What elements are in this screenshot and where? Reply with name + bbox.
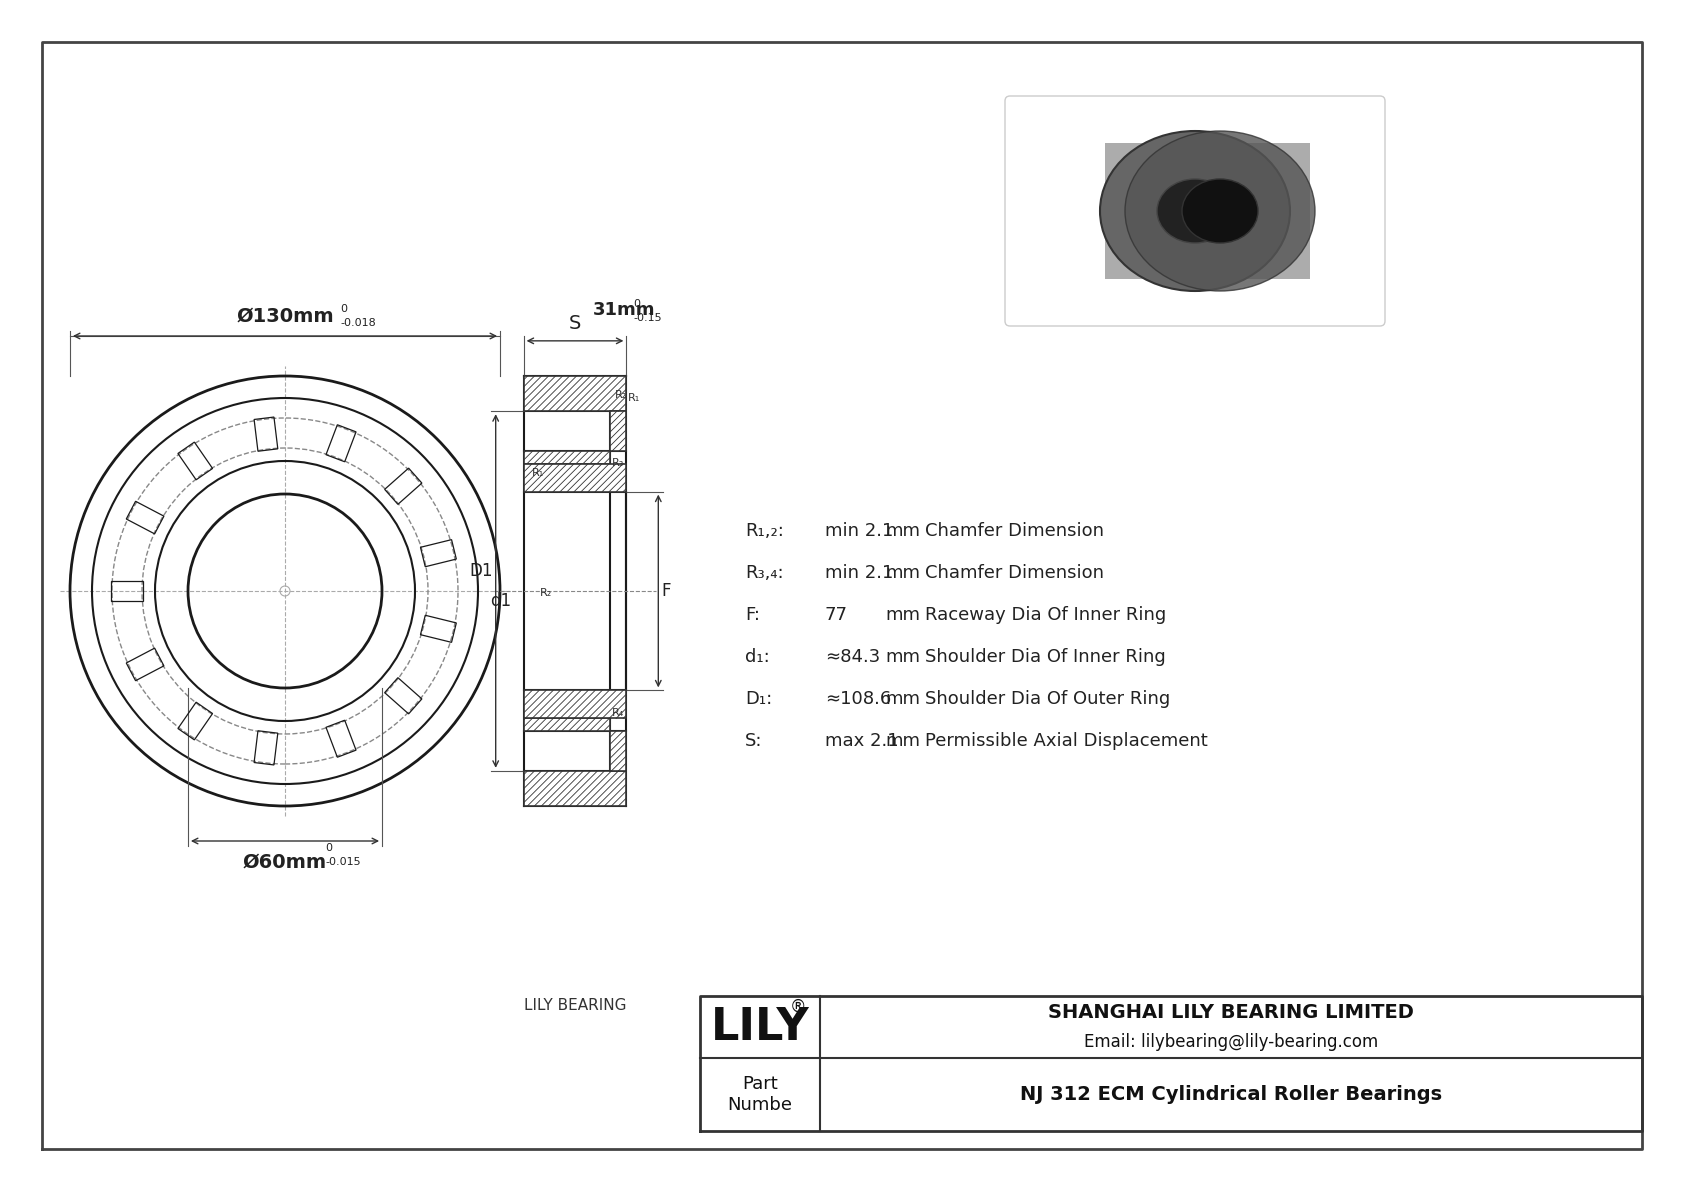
Text: Raceway Dia Of Inner Ring: Raceway Dia Of Inner Ring xyxy=(925,606,1167,624)
Text: -0.15: -0.15 xyxy=(633,313,662,323)
Ellipse shape xyxy=(1125,131,1315,291)
Text: Ø60mm: Ø60mm xyxy=(242,853,327,872)
Text: -0.015: -0.015 xyxy=(325,858,360,867)
Text: ≈108.6: ≈108.6 xyxy=(825,690,891,707)
Text: 0: 0 xyxy=(325,843,332,853)
Ellipse shape xyxy=(1157,179,1233,243)
Text: 0: 0 xyxy=(633,299,640,308)
Text: 31mm: 31mm xyxy=(593,301,655,319)
Text: Shoulder Dia Of Outer Ring: Shoulder Dia Of Outer Ring xyxy=(925,690,1170,707)
Text: -0.018: -0.018 xyxy=(340,318,376,328)
Text: Chamfer Dimension: Chamfer Dimension xyxy=(925,522,1105,540)
Ellipse shape xyxy=(1100,131,1290,291)
Polygon shape xyxy=(524,718,610,730)
Polygon shape xyxy=(524,451,610,463)
Text: ≈84.3: ≈84.3 xyxy=(825,648,881,666)
Text: R₁,₂:: R₁,₂: xyxy=(744,522,783,540)
Ellipse shape xyxy=(1182,179,1258,243)
Text: mm: mm xyxy=(886,648,919,666)
Text: 77: 77 xyxy=(825,606,849,624)
Text: SHANGHAI LILY BEARING LIMITED: SHANGHAI LILY BEARING LIMITED xyxy=(1047,1003,1415,1022)
Text: min 2.1: min 2.1 xyxy=(825,522,894,540)
Text: mm: mm xyxy=(886,690,919,707)
Text: R₂: R₂ xyxy=(615,389,628,400)
Text: R₁: R₁ xyxy=(628,393,640,404)
Text: Shoulder Dia Of Inner Ring: Shoulder Dia Of Inner Ring xyxy=(925,648,1165,666)
Text: D1: D1 xyxy=(470,562,493,580)
Text: mm: mm xyxy=(886,522,919,540)
Text: S:: S: xyxy=(744,732,763,750)
Text: Chamfer Dimension: Chamfer Dimension xyxy=(925,565,1105,582)
Text: LILY BEARING: LILY BEARING xyxy=(524,998,626,1014)
Text: Permissible Axial Displacement: Permissible Axial Displacement xyxy=(925,732,1207,750)
Text: S: S xyxy=(569,314,581,332)
Polygon shape xyxy=(524,691,626,718)
Text: max 2.1: max 2.1 xyxy=(825,732,899,750)
Polygon shape xyxy=(1105,143,1310,279)
Text: R₃: R₃ xyxy=(611,459,625,468)
Text: Ø130mm: Ø130mm xyxy=(236,307,333,326)
Text: mm: mm xyxy=(886,565,919,582)
Text: F:: F: xyxy=(744,606,759,624)
Text: d₁:: d₁: xyxy=(744,648,770,666)
Polygon shape xyxy=(610,730,626,771)
Text: F: F xyxy=(662,582,670,600)
Text: 0: 0 xyxy=(340,304,347,314)
Polygon shape xyxy=(524,463,626,492)
Text: d1: d1 xyxy=(490,592,512,610)
Text: min 2.1: min 2.1 xyxy=(825,565,894,582)
Polygon shape xyxy=(524,376,626,411)
Text: R₃,₄:: R₃,₄: xyxy=(744,565,783,582)
Text: LILY: LILY xyxy=(711,1005,810,1048)
Text: Email: lilybearing@lily-bearing.com: Email: lilybearing@lily-bearing.com xyxy=(1084,1033,1378,1050)
Text: mm: mm xyxy=(886,606,919,624)
Text: ®: ® xyxy=(790,998,807,1016)
Polygon shape xyxy=(610,411,626,451)
Text: mm: mm xyxy=(886,732,919,750)
Text: Part
Numbe: Part Numbe xyxy=(727,1075,793,1114)
Text: R₄: R₄ xyxy=(613,707,625,717)
Text: R₁: R₁ xyxy=(532,468,544,479)
Text: D₁:: D₁: xyxy=(744,690,773,707)
Text: R₂: R₂ xyxy=(539,588,552,598)
Polygon shape xyxy=(524,771,626,806)
Text: NJ 312 ECM Cylindrical Roller Bearings: NJ 312 ECM Cylindrical Roller Bearings xyxy=(1021,1085,1442,1104)
